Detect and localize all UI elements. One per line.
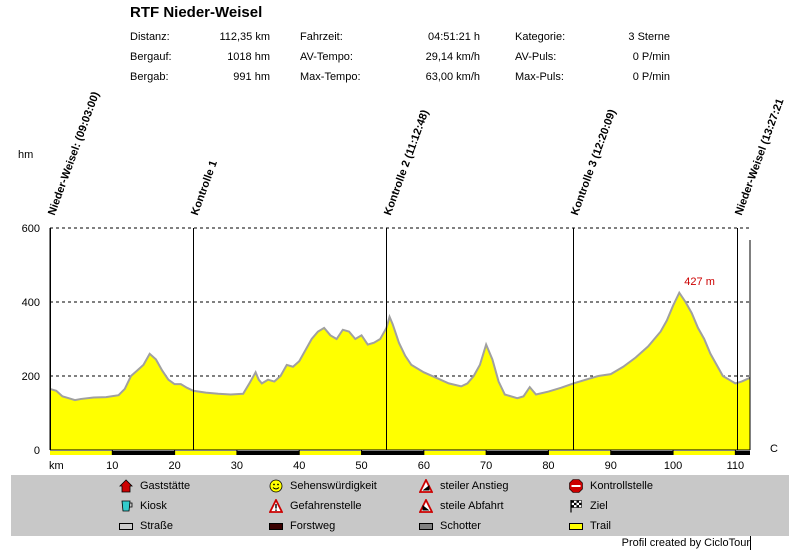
legend-label: Kontrollstelle xyxy=(590,480,653,492)
surface-segment xyxy=(299,451,362,455)
surface-segment xyxy=(361,451,424,455)
steep-climb-icon xyxy=(419,479,433,493)
x-tick-label: 80 xyxy=(542,460,554,472)
checkpoint-label: Nieder-Weisel: (09:03:00) xyxy=(46,90,102,217)
y-tick-label: 200 xyxy=(22,371,40,383)
footer-divider xyxy=(750,536,751,550)
stat-label: Max-Puls: xyxy=(515,71,564,83)
legend-label: Gaststätte xyxy=(140,480,191,492)
stat-label: Distanz: xyxy=(130,31,170,43)
legend-label: Forstweg xyxy=(290,520,336,532)
x-tick-label: 30 xyxy=(231,460,243,472)
smiley-icon xyxy=(269,479,283,493)
stat-value: 0 P/min xyxy=(632,51,670,63)
house-icon xyxy=(119,479,133,493)
kiosk-icon xyxy=(121,500,133,512)
legend-label: Straße xyxy=(140,520,174,532)
checkpoint-label: Kontrolle 2 (11:12:48) xyxy=(382,108,431,217)
x-tick-label: 100 xyxy=(664,460,682,472)
checkpoint-label: Kontrolle 3 (12:20:09) xyxy=(569,107,619,217)
stat-value: 1018 hm xyxy=(227,51,270,63)
stop-icon xyxy=(569,479,583,493)
checkpoint-label: Kontrolle 1 xyxy=(189,159,220,217)
stat-label: Fahrzeit: xyxy=(300,31,343,43)
y-tick-label: 400 xyxy=(22,297,40,309)
elevation-line xyxy=(49,290,751,402)
x-tick-label: 50 xyxy=(355,460,367,472)
elevation-chart: 0 200 400 600 10 20 30 40 50 60 70 80 90 100 110 Niede… xyxy=(18,90,786,472)
x-tick-label: 20 xyxy=(168,460,180,472)
surface-segment xyxy=(112,451,175,455)
surface-segment xyxy=(174,451,237,455)
legend: Gaststätte Kiosk Straße Sehenswürdigkeit… xyxy=(11,475,789,536)
legend-label: Kiosk xyxy=(140,500,167,512)
finish-flag-icon xyxy=(570,500,582,513)
surface-segment xyxy=(673,451,736,455)
stat-value: 3 Sterne xyxy=(628,31,670,43)
surface-segment xyxy=(735,451,750,455)
checkpoint-label: Nieder-Weisel (13:27:21 xyxy=(733,97,786,217)
legend-label: Ziel xyxy=(590,500,608,512)
footer-credit: Profil created by CicloTour xyxy=(621,537,750,549)
stat-label: Max-Tempo: xyxy=(300,71,361,83)
legend-label: steiler Anstieg xyxy=(440,480,509,492)
legend-label: Sehenswürdigkeit xyxy=(290,480,377,492)
legend-label: Trail xyxy=(590,520,611,532)
stat-label: Bergab: xyxy=(130,71,169,83)
y-tick-label: 600 xyxy=(22,223,40,235)
stat-value: 0 P/min xyxy=(632,71,670,83)
peak-label: 427 m xyxy=(684,276,715,288)
surface-segment xyxy=(236,451,300,455)
x-tick-label: 70 xyxy=(480,460,492,472)
stat-label: Bergauf: xyxy=(130,51,172,63)
surface-segment xyxy=(423,451,487,455)
forest-road-icon xyxy=(269,523,283,530)
stat-value: 29,14 km/h xyxy=(425,51,480,63)
x-tick-label: 110 xyxy=(727,460,745,472)
stat-value: 112,35 km xyxy=(219,31,270,43)
surface-segment xyxy=(610,451,674,455)
y-tick-label: 0 xyxy=(34,445,40,457)
right-axis-label: C xyxy=(770,443,778,455)
warning-icon xyxy=(269,499,283,513)
x-tick-label: 60 xyxy=(418,460,430,472)
surface-segment xyxy=(486,451,549,455)
y-axis-label: hm xyxy=(18,149,33,161)
page-title: RTF Nieder-Weisel xyxy=(130,4,263,21)
stat-value: 991 hm xyxy=(233,71,270,83)
surface-segment xyxy=(50,451,113,455)
stat-label: AV-Puls: xyxy=(515,51,557,63)
x-axis-label: km xyxy=(49,460,64,472)
gravel-icon xyxy=(419,523,433,530)
surface-segment xyxy=(548,451,611,455)
legend-label: Schotter xyxy=(440,520,481,532)
stat-label: AV-Tempo: xyxy=(300,51,353,63)
stat-label: Kategorie: xyxy=(515,31,566,43)
elevation-area xyxy=(50,292,750,450)
steep-descent-icon xyxy=(419,499,433,513)
road-icon xyxy=(119,523,133,530)
x-tick-label: 40 xyxy=(293,460,305,472)
trail-icon xyxy=(569,523,583,530)
stat-value: 04:51:21 h xyxy=(428,31,480,43)
legend-label: Gefahrenstelle xyxy=(290,500,362,512)
stat-value: 63,00 km/h xyxy=(425,71,480,83)
legend-label: steile Abfahrt xyxy=(440,500,504,512)
x-tick-label: 90 xyxy=(605,460,617,472)
x-tick-label: 10 xyxy=(106,460,118,472)
